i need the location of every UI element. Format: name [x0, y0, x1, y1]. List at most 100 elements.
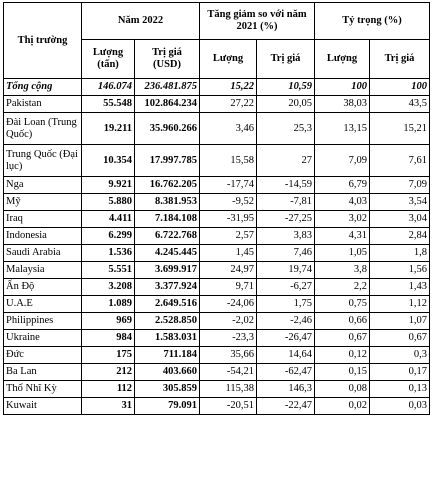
- quantity-cell: 5.551: [81, 261, 135, 279]
- change-quantity-cell: -24,06: [199, 295, 257, 313]
- change-value-cell: -2,46: [256, 312, 315, 330]
- market-name-cell: Đức: [3, 346, 82, 364]
- header-row-top: Thị trường Năm 2022 Tăng giảm so với năm…: [3, 2, 430, 79]
- share-quantity-cell: 4,03: [314, 193, 370, 211]
- change-quantity-cell: 3,46: [199, 112, 257, 145]
- table-row: Saudi Arabia 1.536 4.245.445 1,45 7,46 1,05 1,…: [3, 244, 430, 262]
- value-cell: 35.960.266: [134, 112, 200, 145]
- header-value: Trị giá (USD): [134, 39, 200, 79]
- table-row: Ba Lan 212 403.660 -54,21 -62,47 0,15 0,17: [3, 363, 430, 381]
- header-qty: Lượng (tấn): [81, 39, 135, 79]
- value-cell: 3.699.917: [134, 261, 200, 279]
- share-value-cell: 1,12: [369, 295, 430, 313]
- quantity-cell: 175: [81, 346, 135, 364]
- table-row: Mỹ 5.880 8.381.953 -9,52 -7,81 4,03 3,54: [3, 193, 430, 211]
- value-cell: 305.859: [134, 380, 200, 398]
- share-value-cell: 0,3: [369, 346, 430, 364]
- share-value-cell: 7,09: [369, 176, 430, 194]
- value-cell: 79.091: [134, 397, 200, 415]
- table-row: Iraq 4.411 7.184.108 -31,95 -27,25 3,02 3,04: [3, 210, 430, 228]
- share-value-cell: 0,03: [369, 397, 430, 415]
- change-value-cell: -62,47: [256, 363, 315, 381]
- change-value-cell: -6,27: [256, 278, 315, 296]
- market-name-cell: Tổng cộng: [3, 78, 82, 96]
- value-cell: 2.649.516: [134, 295, 200, 313]
- total-row: Tổng cộng 146.074 236.481.875 15,22 10,59 100…: [3, 78, 430, 96]
- header-share: Tỷ trọng (%): [314, 2, 430, 40]
- header-share-qty: Lượng: [314, 39, 370, 79]
- quantity-cell: 1.089: [81, 295, 135, 313]
- market-name-cell: Iraq: [3, 210, 82, 228]
- change-quantity-cell: 24,97: [199, 261, 257, 279]
- change-value-cell: 146,3: [256, 380, 315, 398]
- share-value-cell: 0,17: [369, 363, 430, 381]
- value-cell: 1.583.031: [134, 329, 200, 347]
- value-cell: 8.381.953: [134, 193, 200, 211]
- share-quantity-cell: 0,02: [314, 397, 370, 415]
- quantity-cell: 6.299: [81, 227, 135, 245]
- value-cell: 17.997.785: [134, 144, 200, 177]
- share-quantity-cell: 7,09: [314, 144, 370, 177]
- share-value-cell: 15,21: [369, 112, 430, 145]
- change-quantity-cell: -54,21: [199, 363, 257, 381]
- market-name-cell: Saudi Arabia: [3, 244, 82, 262]
- change-quantity-cell: 27,22: [199, 95, 257, 113]
- share-value-cell: 1,07: [369, 312, 430, 330]
- share-quantity-cell: 0,66: [314, 312, 370, 330]
- change-value-cell: 25,3: [256, 112, 315, 145]
- market-name-cell: Trung Quốc (Đại lục): [3, 144, 82, 177]
- value-cell: 236.481.875: [134, 78, 200, 96]
- quantity-cell: 4.411: [81, 210, 135, 228]
- change-value-cell: -22,47: [256, 397, 315, 415]
- market-name-cell: Pakistan: [3, 95, 82, 113]
- market-name-cell: Thổ Nhĩ Kỳ: [3, 380, 82, 398]
- value-cell: 16.762.205: [134, 176, 200, 194]
- change-value-cell: 20,05: [256, 95, 315, 113]
- change-quantity-cell: -2,02: [199, 312, 257, 330]
- share-quantity-cell: 0,12: [314, 346, 370, 364]
- quantity-cell: 10.354: [81, 144, 135, 177]
- market-name-cell: Ukraine: [3, 329, 82, 347]
- change-value-cell: 1,75: [256, 295, 315, 313]
- market-name-cell: Philippines: [3, 312, 82, 330]
- table-row: U.A.E 1.089 2.649.516 -24,06 1,75 0,75 1,12: [3, 295, 430, 313]
- table-row: Đài Loan (Trung Quốc) 19.211 35.960.266 3,4…: [3, 112, 430, 145]
- share-quantity-cell: 1,05: [314, 244, 370, 262]
- change-value-cell: 3,83: [256, 227, 315, 245]
- change-value-cell: 10,59: [256, 78, 315, 96]
- table-container: Thị trường Năm 2022 Tăng giảm so với năm…: [3, 2, 430, 415]
- quantity-cell: 9.921: [81, 176, 135, 194]
- header-year: Năm 2022: [81, 2, 200, 40]
- change-quantity-cell: -20,51: [199, 397, 257, 415]
- quantity-cell: 3.208: [81, 278, 135, 296]
- share-value-cell: 0,13: [369, 380, 430, 398]
- change-quantity-cell: 115,38: [199, 380, 257, 398]
- header-change-qty: Lượng: [199, 39, 257, 79]
- market-name-cell: Indonesia: [3, 227, 82, 245]
- change-value-cell: 7,46: [256, 244, 315, 262]
- market-name-cell: Ấn Độ: [3, 278, 82, 296]
- share-value-cell: 2,84: [369, 227, 430, 245]
- share-quantity-cell: 38,03: [314, 95, 370, 113]
- value-cell: 7.184.108: [134, 210, 200, 228]
- change-value-cell: -7,81: [256, 193, 315, 211]
- share-quantity-cell: 3,8: [314, 261, 370, 279]
- share-value-cell: 1,8: [369, 244, 430, 262]
- table-row: Kuwait 31 79.091 -20,51 -22,47 0,02 0,03: [3, 397, 430, 415]
- market-name-cell: Đài Loan (Trung Quốc): [3, 112, 82, 145]
- change-quantity-cell: 15,58: [199, 144, 257, 177]
- share-quantity-cell: 2,2: [314, 278, 370, 296]
- market-name-cell: U.A.E: [3, 295, 82, 313]
- table-row: Ấn Độ 3.208 3.377.924 9,71 -6,27 2,2 1,43: [3, 278, 430, 296]
- quantity-cell: 969: [81, 312, 135, 330]
- quantity-cell: 5.880: [81, 193, 135, 211]
- change-quantity-cell: -23,3: [199, 329, 257, 347]
- header-market: Thị trường: [3, 2, 82, 79]
- share-quantity-cell: 6,79: [314, 176, 370, 194]
- header-change-value: Trị giá: [256, 39, 315, 79]
- share-quantity-cell: 100: [314, 78, 370, 96]
- share-quantity-cell: 0,75: [314, 295, 370, 313]
- share-value-cell: 7,61: [369, 144, 430, 177]
- quantity-cell: 212: [81, 363, 135, 381]
- value-cell: 2.528.850: [134, 312, 200, 330]
